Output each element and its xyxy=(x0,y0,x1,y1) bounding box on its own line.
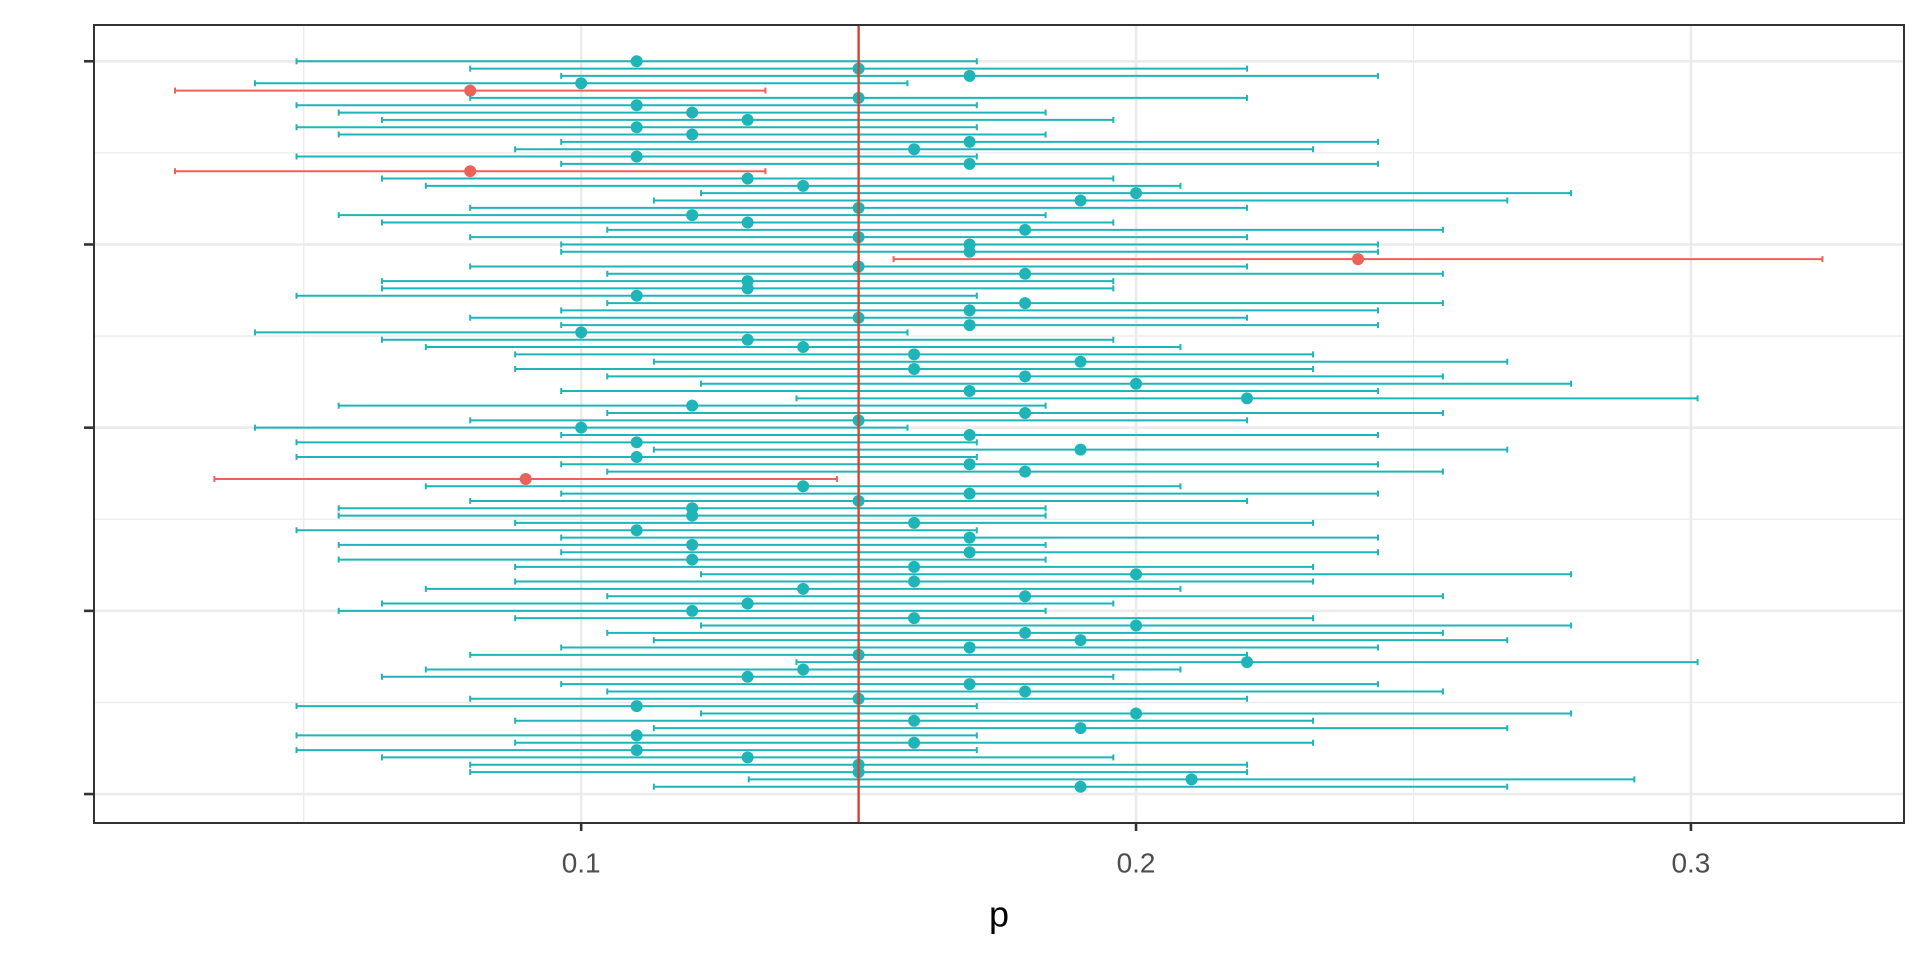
point xyxy=(1074,634,1087,647)
point xyxy=(686,209,699,222)
point xyxy=(1185,773,1198,786)
point xyxy=(630,55,643,68)
point xyxy=(686,538,699,551)
point xyxy=(1019,685,1032,698)
point xyxy=(963,546,976,559)
point xyxy=(1352,253,1365,266)
point xyxy=(908,612,921,625)
point xyxy=(464,84,477,97)
point xyxy=(686,604,699,617)
point xyxy=(963,245,976,258)
point xyxy=(630,450,643,463)
point xyxy=(741,172,754,185)
point xyxy=(1130,619,1143,632)
point xyxy=(1019,465,1032,478)
point xyxy=(797,341,810,354)
point xyxy=(1019,370,1032,383)
point xyxy=(908,736,921,749)
point xyxy=(1019,267,1032,280)
point xyxy=(1074,355,1087,368)
point xyxy=(741,751,754,764)
point xyxy=(1019,407,1032,420)
point xyxy=(1019,223,1032,236)
point xyxy=(963,157,976,170)
point xyxy=(686,553,699,566)
point xyxy=(1019,590,1032,603)
x-tick-label: 0.1 xyxy=(562,847,601,878)
point xyxy=(741,113,754,126)
point xyxy=(630,729,643,742)
point xyxy=(630,744,643,757)
point xyxy=(519,472,532,485)
point xyxy=(963,319,976,332)
point xyxy=(908,560,921,573)
point xyxy=(630,99,643,112)
point xyxy=(464,165,477,178)
point xyxy=(908,363,921,376)
point xyxy=(963,678,976,691)
point xyxy=(630,700,643,713)
point xyxy=(1130,187,1143,200)
point xyxy=(1130,707,1143,720)
point xyxy=(630,150,643,163)
point xyxy=(1241,656,1254,669)
point xyxy=(963,487,976,500)
point xyxy=(630,121,643,134)
point xyxy=(963,428,976,441)
point xyxy=(686,399,699,412)
x-tick-label: 0.2 xyxy=(1117,847,1156,878)
point xyxy=(908,143,921,156)
panel-border xyxy=(93,24,1905,824)
point xyxy=(741,216,754,229)
point xyxy=(963,641,976,654)
point xyxy=(908,714,921,727)
point xyxy=(908,516,921,529)
point xyxy=(630,524,643,537)
point xyxy=(1019,297,1032,310)
point xyxy=(1019,626,1032,639)
point xyxy=(686,509,699,522)
x-tick-label: 0.3 xyxy=(1671,847,1710,878)
point xyxy=(741,597,754,610)
point xyxy=(1074,722,1087,735)
point xyxy=(1074,194,1087,207)
point xyxy=(575,421,588,434)
point xyxy=(1074,780,1087,793)
point xyxy=(575,77,588,90)
point xyxy=(686,106,699,119)
point xyxy=(741,282,754,295)
point xyxy=(741,670,754,683)
point xyxy=(1130,377,1143,390)
point xyxy=(630,436,643,449)
point xyxy=(963,135,976,148)
point xyxy=(1130,568,1143,581)
point xyxy=(963,385,976,398)
point xyxy=(963,458,976,471)
point xyxy=(797,480,810,493)
point xyxy=(630,289,643,302)
point xyxy=(908,348,921,361)
point xyxy=(1241,392,1254,405)
point xyxy=(686,128,699,141)
point xyxy=(575,326,588,339)
point xyxy=(741,333,754,346)
point xyxy=(908,575,921,588)
x-axis-label: p xyxy=(989,894,1009,935)
point xyxy=(963,531,976,544)
point xyxy=(797,663,810,676)
point xyxy=(797,179,810,192)
point xyxy=(1074,443,1087,456)
point xyxy=(963,69,976,82)
point xyxy=(963,304,976,317)
point xyxy=(797,582,810,595)
